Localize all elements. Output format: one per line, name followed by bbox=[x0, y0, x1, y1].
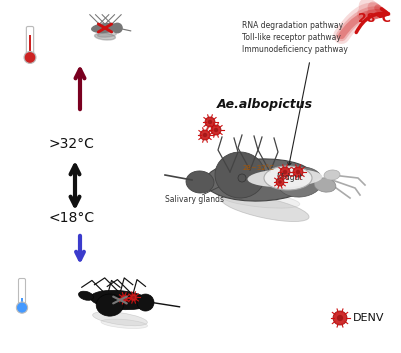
Text: 28°C: 28°C bbox=[358, 12, 391, 25]
Ellipse shape bbox=[264, 166, 312, 190]
Ellipse shape bbox=[221, 195, 309, 222]
Text: Salivary glands: Salivary glands bbox=[165, 195, 224, 204]
Circle shape bbox=[205, 117, 215, 127]
Ellipse shape bbox=[205, 159, 315, 201]
Circle shape bbox=[123, 297, 126, 300]
Ellipse shape bbox=[314, 178, 336, 192]
Circle shape bbox=[137, 294, 154, 311]
Ellipse shape bbox=[92, 24, 118, 32]
Ellipse shape bbox=[101, 319, 148, 329]
Ellipse shape bbox=[220, 192, 300, 208]
Ellipse shape bbox=[215, 152, 265, 198]
Circle shape bbox=[280, 167, 290, 177]
Circle shape bbox=[276, 178, 284, 186]
Text: Immunodeficiency pathway: Immunodeficiency pathway bbox=[242, 45, 348, 54]
Ellipse shape bbox=[95, 33, 115, 40]
Text: Ae.albopictus: Ae.albopictus bbox=[217, 98, 313, 111]
Ellipse shape bbox=[90, 290, 150, 310]
Text: Midgut: Midgut bbox=[277, 174, 303, 183]
Ellipse shape bbox=[186, 171, 214, 193]
Text: DENV: DENV bbox=[353, 313, 385, 323]
Ellipse shape bbox=[324, 170, 340, 180]
FancyBboxPatch shape bbox=[26, 26, 34, 55]
Ellipse shape bbox=[96, 294, 124, 316]
Circle shape bbox=[293, 167, 303, 177]
Text: 28~32°C: 28~32°C bbox=[242, 165, 274, 171]
Circle shape bbox=[121, 295, 128, 302]
Circle shape bbox=[214, 128, 218, 132]
Ellipse shape bbox=[277, 167, 322, 197]
Text: <18°C: <18°C bbox=[48, 211, 94, 225]
Text: RNA degradation pathway: RNA degradation pathway bbox=[242, 21, 343, 30]
Ellipse shape bbox=[97, 32, 116, 37]
Text: >32°C: >32°C bbox=[48, 137, 94, 151]
Circle shape bbox=[333, 311, 347, 325]
Circle shape bbox=[16, 302, 28, 313]
Circle shape bbox=[238, 174, 246, 182]
Ellipse shape bbox=[247, 169, 322, 187]
Circle shape bbox=[113, 23, 122, 33]
Circle shape bbox=[24, 52, 36, 64]
Circle shape bbox=[200, 130, 210, 140]
Circle shape bbox=[203, 133, 207, 137]
Circle shape bbox=[208, 120, 212, 124]
Ellipse shape bbox=[79, 291, 93, 300]
Circle shape bbox=[211, 125, 221, 135]
Ellipse shape bbox=[93, 312, 148, 326]
Circle shape bbox=[337, 315, 343, 321]
FancyBboxPatch shape bbox=[18, 279, 26, 305]
Circle shape bbox=[132, 296, 135, 299]
Circle shape bbox=[278, 180, 282, 184]
Bar bbox=[29, 35, 31, 53]
Bar bbox=[21, 298, 23, 303]
Text: Toll-like receptor pathway: Toll-like receptor pathway bbox=[242, 33, 341, 42]
Circle shape bbox=[296, 170, 300, 174]
Circle shape bbox=[283, 170, 287, 174]
Circle shape bbox=[130, 294, 137, 301]
